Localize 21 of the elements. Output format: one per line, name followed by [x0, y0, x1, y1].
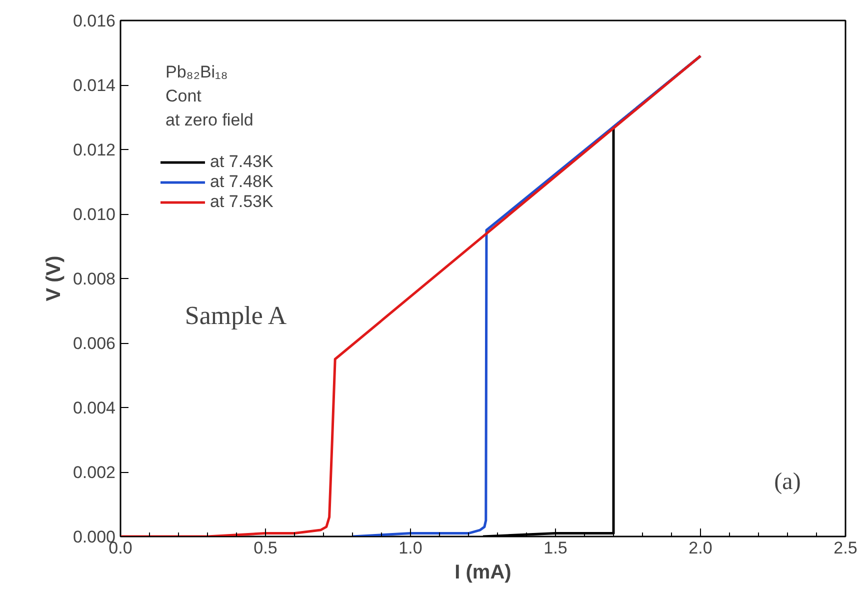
y-axis-title: V (V) — [42, 256, 65, 302]
y-tick-label: 0.010 — [72, 205, 116, 224]
x-tick-label: 1.5 — [544, 538, 568, 558]
legend-label: at 7.53K — [210, 192, 274, 212]
x-tick-label: 2.0 — [688, 538, 712, 558]
y-tick-label: 0.014 — [72, 76, 116, 95]
x-tick-label: 2.5 — [834, 538, 858, 558]
y-tick-label: 0.004 — [72, 398, 116, 418]
y-tick-label: 0.016 — [72, 12, 116, 30]
legend-label: at 7.43K — [210, 152, 274, 172]
y-tick-label: 0.002 — [72, 463, 116, 482]
legend-label: at 7.48K — [210, 172, 274, 192]
x-axis-title: I (mA) — [454, 562, 512, 584]
x-tick-label: 1.0 — [398, 538, 422, 558]
y-tick-label: 0.008 — [72, 270, 116, 288]
y-tick-label: 0.012 — [72, 140, 116, 160]
annotation: Sample A — [184, 301, 287, 330]
x-tick-label: 0.5 — [254, 538, 278, 558]
y-tick-label: 0.006 — [72, 334, 116, 353]
annotation: (a) — [774, 469, 801, 496]
legend-title: Pb₈₂Bi₁₈ Cont at zero field — [166, 62, 254, 130]
